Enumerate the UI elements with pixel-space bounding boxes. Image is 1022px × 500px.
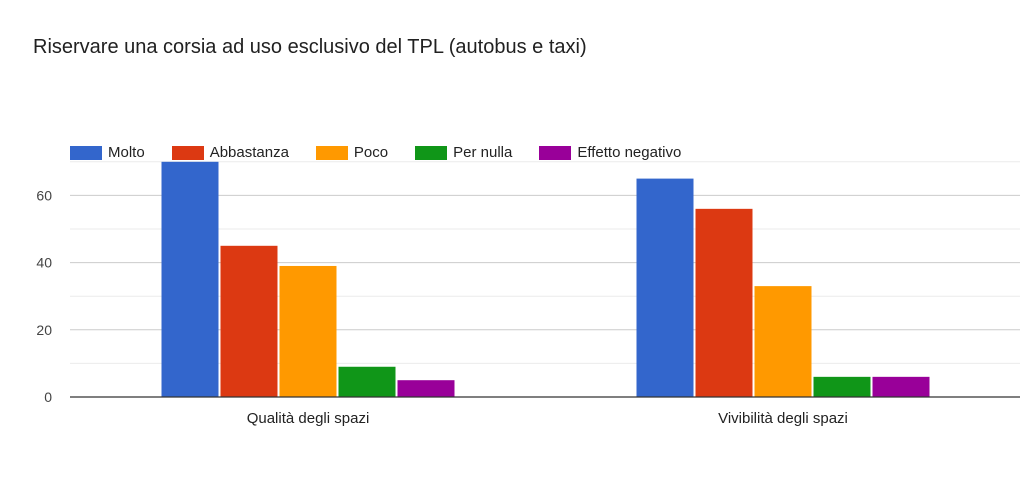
legend-item-poco[interactable]: Poco: [315, 144, 389, 161]
legend-label: Abbastanza: [209, 144, 289, 161]
y-tick-label: 20: [36, 322, 52, 338]
legend-label: Molto: [108, 144, 145, 161]
bar-poco: [754, 286, 812, 397]
x-category-label: Qualità degli spazi: [247, 410, 370, 427]
x-category-label: Vivibilità degli spazi: [718, 410, 848, 427]
legend-swatch: [315, 145, 348, 160]
y-tick-label: 40: [36, 255, 52, 271]
chart-legend: Molto Abbastanza Poco Per nulla Effetto …: [70, 144, 708, 161]
bar-effetto-negativo: [872, 376, 930, 397]
legend-item-per-nulla[interactable]: Per nulla: [415, 144, 512, 161]
bar-molto: [636, 178, 694, 397]
bar-poco: [279, 265, 337, 397]
legend-label: Poco: [353, 144, 389, 161]
legend-item-effetto-negativo[interactable]: Effetto negativo: [539, 144, 681, 161]
legend-swatch: [171, 145, 204, 160]
bar-molto: [161, 161, 219, 397]
bar-abbastanza: [220, 245, 278, 397]
bar-per-nulla: [338, 366, 396, 397]
bar-per-nulla: [813, 376, 871, 397]
legend-item-abbastanza[interactable]: Abbastanza: [171, 144, 289, 161]
legend-label: Effetto negativo: [577, 144, 682, 161]
bar-effetto-negativo: [397, 380, 455, 397]
y-tick-label: 60: [36, 187, 52, 203]
y-tick-label: 0: [44, 389, 52, 405]
bar-abbastanza: [695, 208, 753, 397]
legend-label: Per nulla: [453, 144, 513, 161]
legend-swatch: [70, 145, 102, 160]
legend-swatch: [415, 145, 448, 160]
legend-swatch: [539, 145, 572, 160]
chart-title: Riservare una corsia ad uso esclusivo de…: [33, 36, 587, 58]
legend-item-molto[interactable]: Molto: [70, 144, 145, 161]
